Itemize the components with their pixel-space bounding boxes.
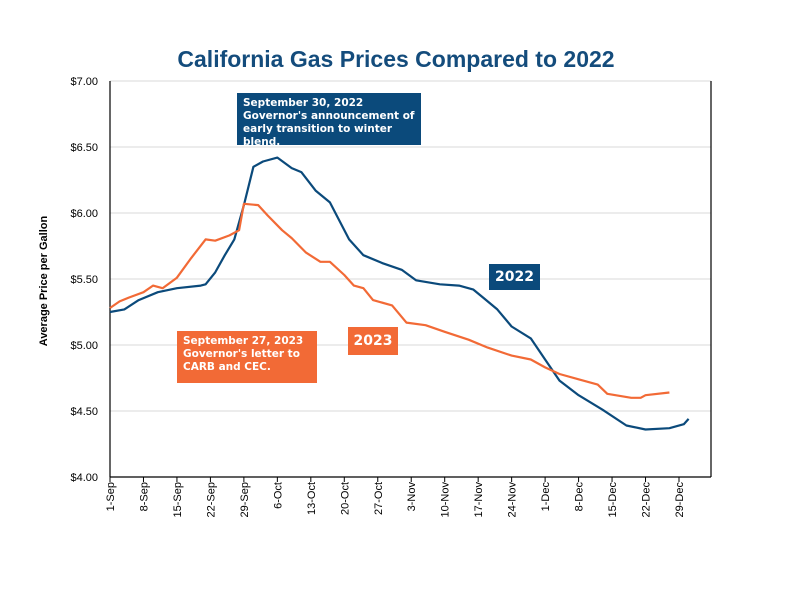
x-tick-label: 15-Dec: [607, 482, 619, 518]
chart-title: California Gas Prices Compared to 2022: [177, 46, 615, 72]
x-tick-label: 1-Dec: [540, 482, 552, 512]
series-line-2022: [109, 156, 690, 431]
x-tick-label: 22-Sep: [205, 482, 217, 517]
x-tick-label: 24-Nov: [507, 482, 519, 518]
y-tick-label: $4.50: [70, 406, 98, 418]
annotation-2023-line3: CARB and CEC.: [183, 361, 271, 373]
x-tick-label: 13-Oct: [306, 482, 318, 515]
series-label-2022: 2022: [489, 264, 540, 290]
annotation-2022-line1: September 30, 2022: [243, 97, 364, 109]
x-tick-label: 3-Nov: [406, 482, 418, 512]
y-tick-label: $6.00: [70, 208, 98, 220]
y-tick-label: $5.00: [70, 340, 98, 352]
x-tick-label: 6-Oct: [272, 482, 284, 509]
annotation-2022-line2: Governor's announcement of: [243, 110, 415, 122]
annotation-2023-line2: Governor's letter to: [183, 348, 300, 360]
y-tick-label: $6.50: [70, 142, 98, 154]
x-tick-label: 1-Sep: [105, 482, 117, 511]
y-tick-label: $4.00: [70, 472, 98, 484]
series-line-2023: [109, 202, 670, 399]
annotation-2023: September 27, 2023 Governor's letter to …: [177, 331, 317, 383]
annotation-2022: September 30, 2022 Governor's announceme…: [237, 93, 421, 148]
x-tick-label: 29-Dec: [674, 482, 686, 518]
x-tick-label: 17-Nov: [473, 482, 485, 518]
annotation-2023-line1: September 27, 2023: [183, 335, 304, 347]
x-tick-label: 29-Sep: [239, 482, 251, 517]
y-tick-label: $5.50: [70, 274, 98, 286]
x-tick-label: 27-Oct: [373, 482, 385, 515]
series-label-2023: 2023: [348, 327, 398, 355]
annotation-2022-line3: early transition to winter blend.: [243, 123, 393, 148]
x-tick-label: 10-Nov: [440, 482, 452, 518]
x-tick-label: 8-Dec: [574, 482, 586, 512]
x-tick-label: 8-Sep: [138, 482, 150, 511]
x-tick-label: 20-Oct: [339, 482, 351, 515]
y-tick-label: $7.00: [70, 76, 98, 88]
x-tick-label: 15-Sep: [172, 482, 184, 517]
x-tick-label: 22-Dec: [641, 482, 653, 518]
